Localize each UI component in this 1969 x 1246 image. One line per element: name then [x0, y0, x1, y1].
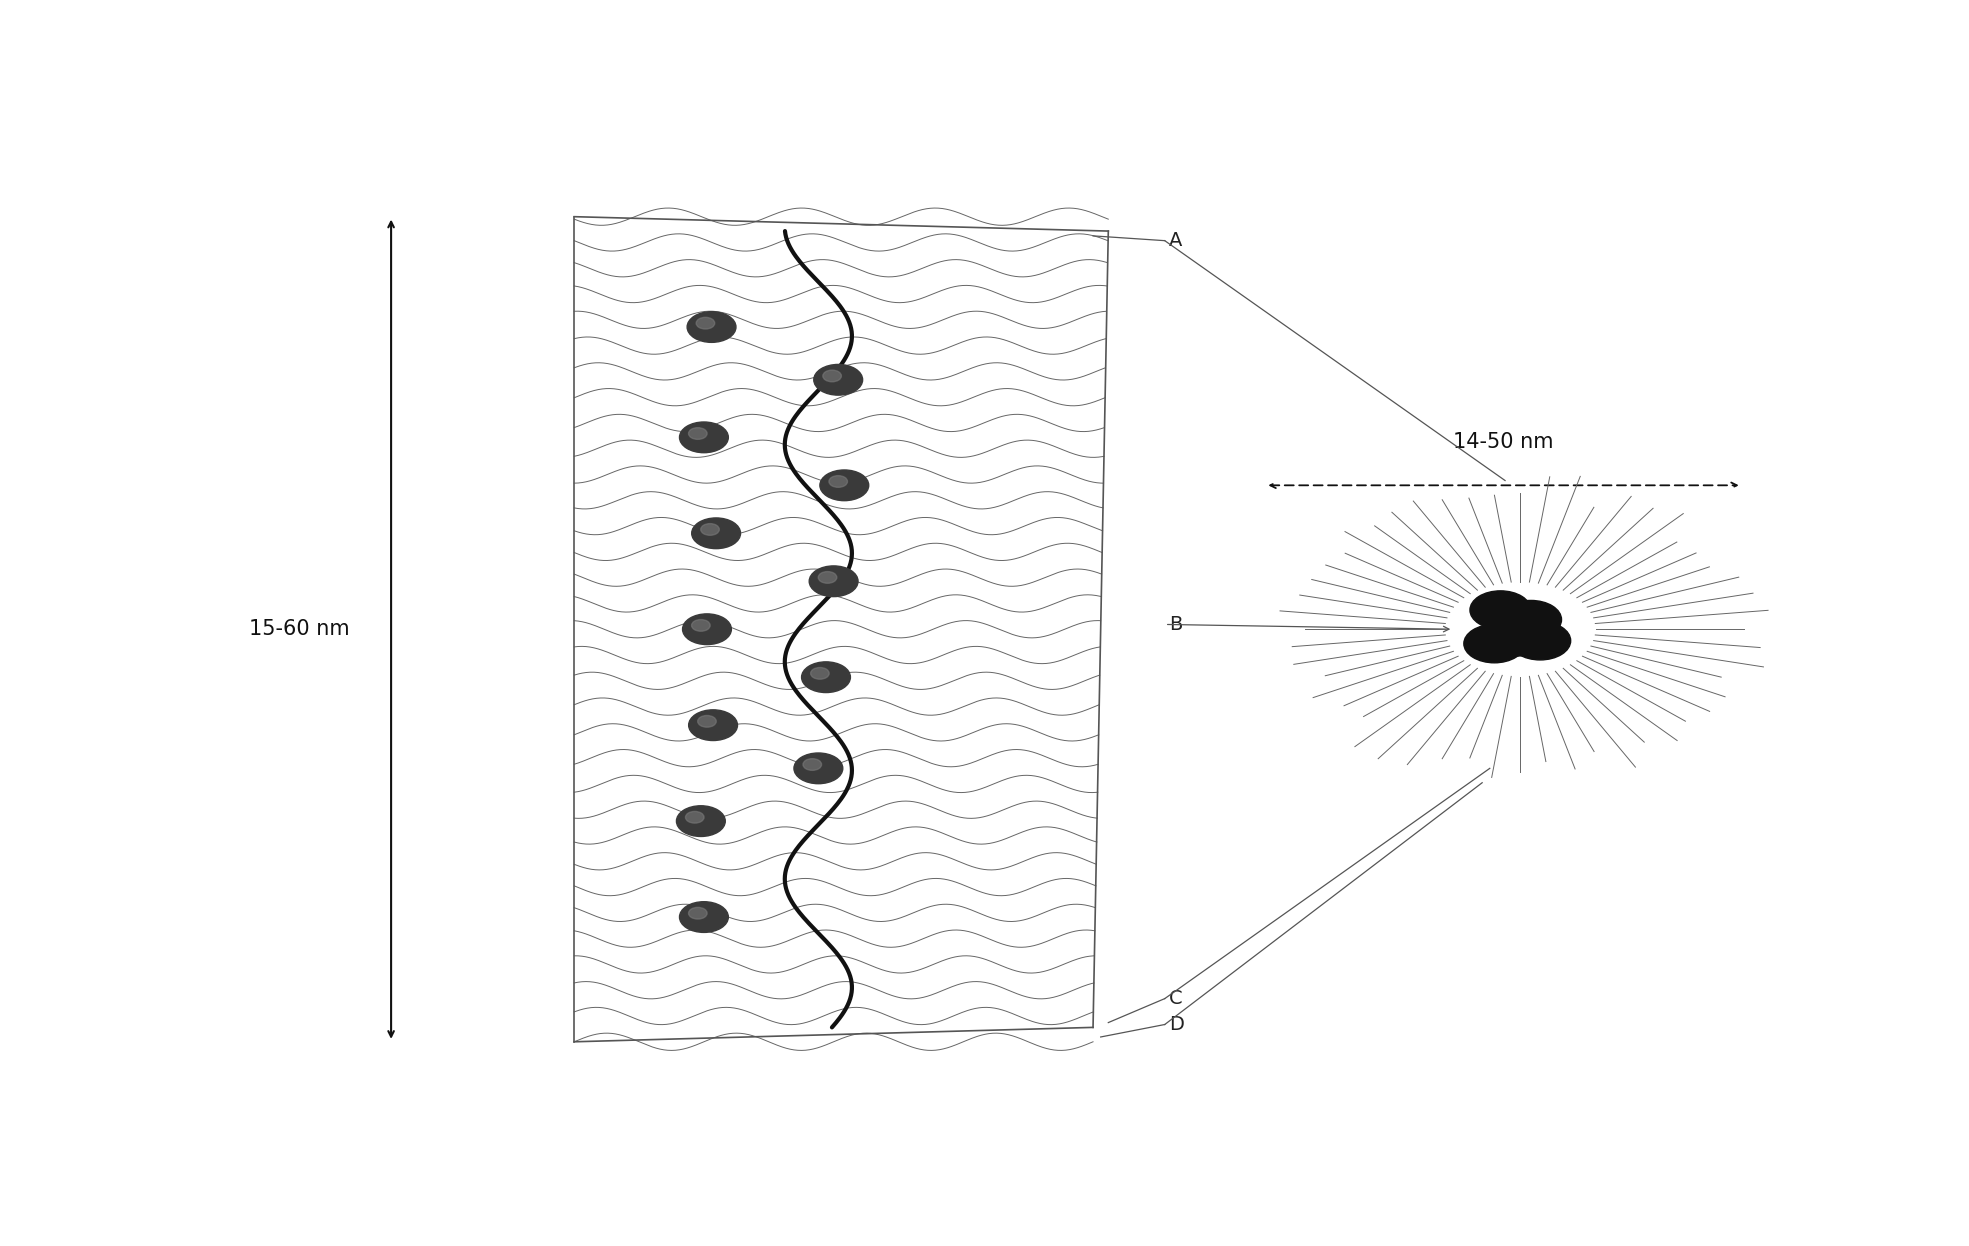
Circle shape — [701, 523, 719, 536]
Circle shape — [679, 422, 729, 452]
Text: 15-60 nm: 15-60 nm — [250, 619, 350, 639]
Circle shape — [691, 619, 711, 632]
Circle shape — [1510, 622, 1571, 660]
Circle shape — [689, 427, 707, 440]
Circle shape — [829, 476, 847, 487]
Circle shape — [689, 710, 738, 740]
Circle shape — [813, 364, 862, 395]
Circle shape — [679, 902, 729, 932]
Circle shape — [819, 572, 837, 583]
Text: A: A — [1170, 232, 1183, 250]
Circle shape — [823, 370, 841, 381]
Text: B: B — [1170, 616, 1183, 634]
Text: D: D — [1170, 1015, 1183, 1034]
Circle shape — [809, 566, 858, 597]
Circle shape — [1485, 618, 1546, 657]
Circle shape — [1471, 591, 1532, 629]
Circle shape — [801, 662, 851, 693]
Circle shape — [1463, 624, 1524, 663]
Circle shape — [677, 806, 725, 836]
Circle shape — [683, 614, 730, 644]
Circle shape — [689, 907, 707, 920]
Text: 14-50 nm: 14-50 nm — [1453, 431, 1554, 452]
Circle shape — [685, 811, 705, 824]
Circle shape — [1500, 601, 1561, 639]
Circle shape — [687, 312, 736, 343]
Circle shape — [819, 470, 868, 501]
Circle shape — [697, 318, 715, 329]
Circle shape — [691, 518, 740, 548]
Text: C: C — [1170, 989, 1183, 1008]
Circle shape — [697, 715, 717, 728]
Circle shape — [803, 759, 821, 770]
Circle shape — [794, 753, 843, 784]
Circle shape — [811, 668, 829, 679]
